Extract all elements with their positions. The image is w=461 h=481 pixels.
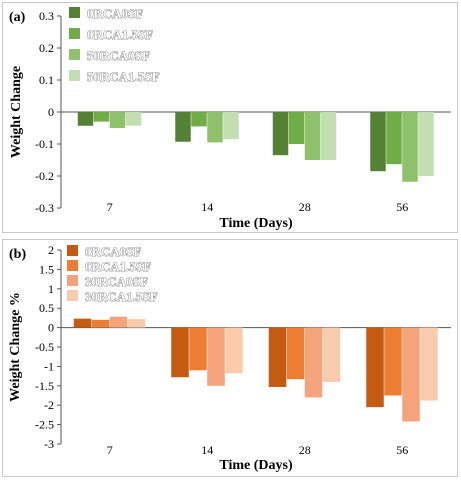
bar-30rca1-5sf-7 — [127, 319, 146, 328]
legend-label: 50RCA1.5SF — [87, 69, 160, 84]
y-tick-label: 0 — [48, 105, 54, 119]
y-tick-label: -2.5 — [35, 418, 54, 432]
bar-50rca0sf-7 — [109, 112, 126, 128]
bar-0rca1-5sf-56 — [386, 112, 402, 165]
legend-swatch — [67, 290, 78, 301]
legend-label: 0RCA0SF — [85, 244, 141, 259]
y-tick-label: 1 — [48, 282, 54, 296]
bar-0rca1-5sf-28 — [286, 327, 305, 380]
bar-30rca0sf-14 — [207, 327, 225, 386]
y-tick-label: -0.1 — [35, 137, 54, 151]
bar-0rca0sf-56 — [370, 112, 386, 172]
bar-50rca1-5sf-28 — [320, 112, 337, 160]
y-tick-label: -2 — [44, 398, 54, 412]
legend-swatch — [67, 275, 78, 286]
weight-change-chart-a: (a) 0.3 0.2 0.1 0 -0.1 -0.2 -0.3 7 14 28 56 Time (Da… — [9, 6, 451, 231]
bar-30rca1-5sf-28 — [322, 327, 341, 382]
panel-label-b: (b) — [9, 247, 26, 262]
y-tick-label: 0.3 — [39, 9, 54, 23]
bar-50rca0sf-56 — [402, 112, 418, 182]
y-axis-label-b: Weight Change % — [8, 292, 23, 402]
y-tick-label: 0 — [48, 321, 54, 335]
x-tick-label: 7 — [107, 200, 113, 214]
x-axis-label-b: Time (Days) — [219, 458, 293, 473]
legend-label: 30RCA0SF — [85, 274, 148, 289]
y-axis-label-a: Weight Change — [9, 66, 24, 158]
bar-30rca1-5sf-14 — [225, 327, 243, 374]
x-tick-label: 56 — [396, 200, 408, 214]
legend-swatch — [69, 28, 80, 39]
x-tick-label: 14 — [201, 443, 213, 457]
legend-swatch — [67, 260, 78, 271]
x-axis-label-a: Time (Days) — [219, 216, 293, 231]
legend-label: 30RCA1.5SF — [85, 289, 158, 304]
y-tick-label: 0.1 — [39, 73, 54, 87]
legend-swatch — [69, 7, 80, 18]
bar-30rca0sf-28 — [304, 327, 323, 398]
y-tick-label: 0.2 — [39, 41, 54, 55]
bar-50rca0sf-28 — [304, 112, 321, 160]
bar-30rca1-5sf-56 — [420, 327, 438, 401]
y-tick-label: -1 — [44, 359, 54, 373]
bar-0rca0sf-28 — [272, 112, 289, 156]
y-tick-label: -1.5 — [35, 379, 54, 393]
legend-label: 0RCA1.5SF — [87, 27, 153, 42]
bar-0rca1-5sf-28 — [288, 112, 305, 144]
bar-0rca1-5sf-7 — [91, 319, 110, 328]
bar-50rca0sf-14 — [207, 112, 223, 143]
bar-0rca0sf-28 — [268, 327, 287, 387]
bar-0rca0sf-7 — [77, 112, 94, 126]
bar-50rca1-5sf-14 — [223, 112, 239, 140]
chart-panel-b: (b) 2 1.5 1 0.5 0 -0.5 -1 -1.5 -2 -2.5 -3 7 14 28 56 Tim… — [2, 239, 458, 477]
bar-0rca1-5sf-7 — [93, 112, 110, 122]
y-tick-label: 0.5 — [39, 301, 54, 315]
y-tick-label: -0.3 — [35, 201, 54, 215]
bar-50rca1-5sf-7 — [125, 112, 142, 126]
chart-panel-a: (a) 0.3 0.2 0.1 0 -0.1 -0.2 -0.3 7 14 28 56 Time (Da… — [2, 2, 458, 233]
panel-label-a: (a) — [9, 10, 26, 25]
legend-label: 50RCA0SF — [87, 48, 150, 63]
y-tick-label: 2 — [48, 243, 54, 257]
legend-swatch — [69, 70, 80, 81]
bar-0rca0sf-14 — [171, 327, 189, 378]
x-tick-label: 28 — [299, 200, 311, 214]
bar-0rca0sf-14 — [175, 112, 191, 142]
bar-30rca0sf-7 — [109, 316, 128, 328]
y-tick-label: -0.2 — [35, 169, 54, 183]
bar-0rca0sf-7 — [73, 318, 92, 328]
x-tick-label: 7 — [107, 443, 113, 457]
bar-30rca0sf-56 — [402, 327, 420, 422]
legend-label: 0RCA1.5SF — [85, 259, 151, 274]
bar-0rca1-5sf-14 — [189, 327, 207, 371]
x-tick-label: 28 — [299, 443, 311, 457]
bar-0rca1-5sf-56 — [384, 327, 402, 396]
y-tick-label: -0.5 — [35, 340, 54, 354]
legend-swatch — [67, 245, 78, 256]
bar-50rca1-5sf-56 — [418, 112, 434, 176]
legend-swatch — [69, 49, 80, 60]
x-tick-label: 14 — [201, 200, 213, 214]
bar-0rca0sf-56 — [366, 327, 384, 408]
legend-label: 0RCA0SF — [87, 6, 143, 21]
y-tick-label: 1.5 — [39, 262, 54, 276]
x-tick-label: 56 — [396, 443, 408, 457]
weight-change-chart-b: (b) 2 1.5 1 0.5 0 -0.5 -1 -1.5 -2 -2.5 -3 7 14 28 56 Tim… — [8, 243, 451, 473]
y-tick-label: -3 — [44, 437, 54, 451]
bar-0rca1-5sf-14 — [191, 112, 207, 127]
